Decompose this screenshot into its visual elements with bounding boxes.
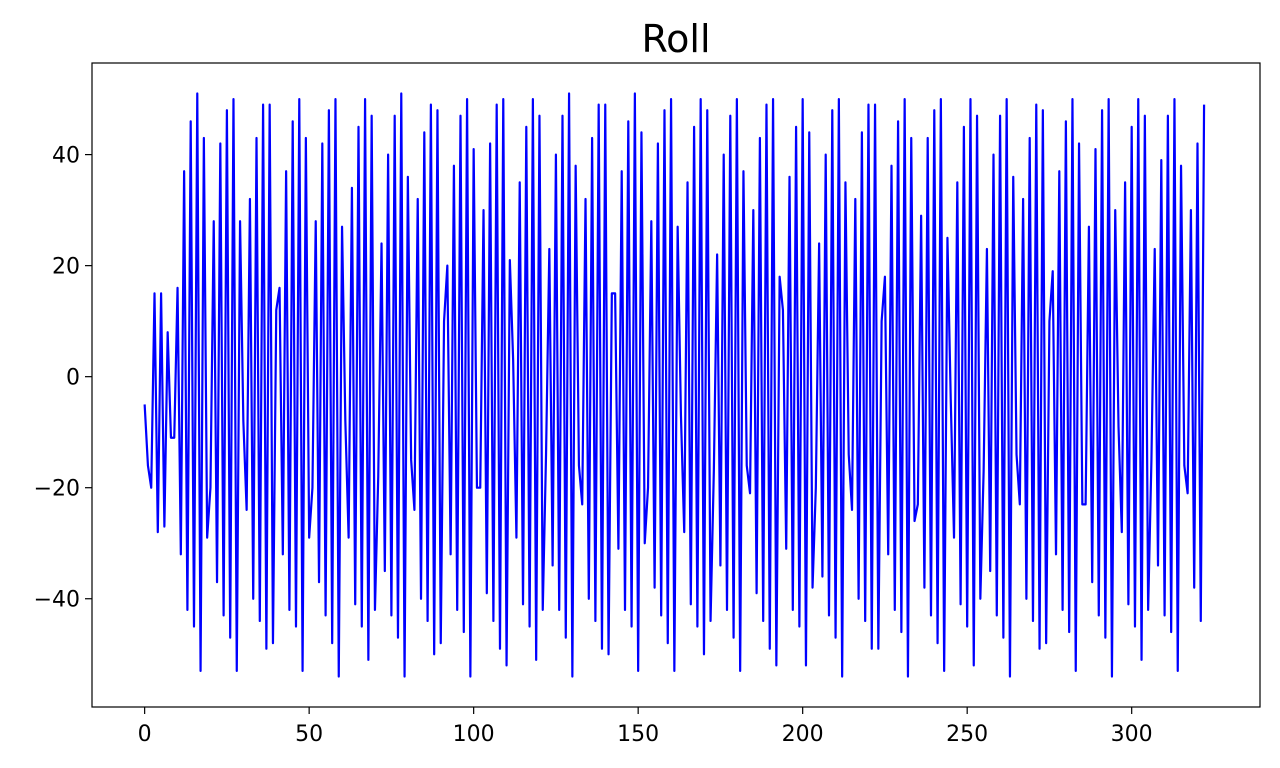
y-tick-label: 20 (52, 255, 80, 280)
series-line-0 (143, 92, 1206, 678)
x-tick-label: 0 (138, 722, 152, 747)
plot-layer (143, 92, 1206, 678)
y-tick-label: −20 (34, 477, 80, 502)
y-tick-label: 0 (66, 366, 80, 391)
x-tick-label: 50 (295, 722, 323, 747)
x-tick-label: 100 (453, 722, 495, 747)
x-tick-label: 200 (782, 722, 824, 747)
x-tick-label: 300 (1111, 722, 1153, 747)
x-tick-label: 250 (946, 722, 988, 747)
x-tick-label: 150 (617, 722, 659, 747)
y-tick-label: −40 (34, 588, 80, 613)
chart-title: Roll (641, 17, 710, 61)
y-tick-label: 40 (52, 144, 80, 169)
plot-frame (91, 62, 1261, 708)
axes-layer: 0 50 100 150 200 250 300 −40 −20 0 20 40 (34, 62, 1261, 747)
